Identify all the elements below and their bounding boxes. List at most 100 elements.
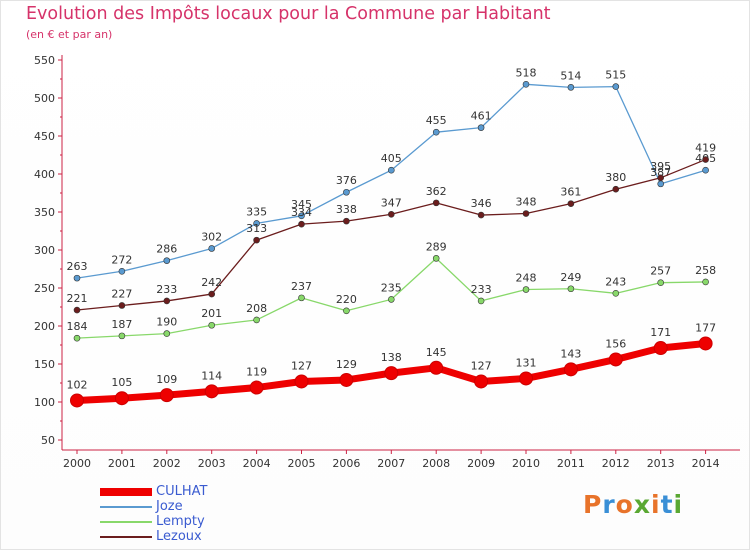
data-point-joze <box>387 166 395 174</box>
data-point-lempty <box>432 255 440 262</box>
data-point-culhat <box>563 362 578 377</box>
data-label-lempty: 257 <box>650 265 671 278</box>
data-label-joze: 335 <box>246 205 267 218</box>
data-point-culhat <box>653 341 668 356</box>
y-tick-label: 550 <box>34 54 55 67</box>
logo-letter: t <box>660 490 674 519</box>
data-label-joze: 376 <box>336 174 357 187</box>
data-point-culhat <box>204 384 219 399</box>
data-label-culhat: 177 <box>695 321 716 334</box>
legend-item-lempty: Lempty <box>100 514 300 529</box>
data-point-lempty <box>387 296 395 303</box>
data-label-joze: 286 <box>156 243 177 256</box>
logo-letter: P <box>583 490 603 519</box>
data-point-lezoux <box>522 210 530 217</box>
data-point-lezoux <box>343 217 350 225</box>
legend-swatch-joze <box>100 506 152 508</box>
data-label-culhat: 127 <box>291 359 312 372</box>
data-point-lempty <box>522 286 530 293</box>
data-point-culhat <box>608 352 623 367</box>
data-point-culhat <box>384 366 399 381</box>
data-point-lezoux <box>432 199 440 207</box>
data-point-joze <box>118 267 126 275</box>
data-point-lempty <box>657 279 665 286</box>
data-point-joze <box>522 81 530 88</box>
data-point-joze <box>253 220 260 227</box>
data-label-lezoux: 233 <box>156 283 177 296</box>
data-point-joze <box>432 128 440 136</box>
data-label-culhat: 102 <box>67 378 88 391</box>
data-label-lempty: 190 <box>156 316 177 329</box>
data-point-joze <box>567 84 575 91</box>
data-point-culhat <box>519 371 533 386</box>
legend-item-joze: Joze <box>100 499 300 514</box>
x-tick-label: 2010 <box>512 457 540 470</box>
legend-swatch-lempty <box>100 521 152 523</box>
data-point-lempty <box>163 330 171 337</box>
data-label-joze: 405 <box>381 152 402 165</box>
data-point-joze <box>298 212 305 220</box>
data-label-joze: 514 <box>560 69 581 82</box>
data-point-lezoux <box>612 185 620 193</box>
logo-letter: i <box>673 490 684 519</box>
data-point-lezoux <box>567 200 575 207</box>
data-point-joze <box>163 257 171 264</box>
data-label-culhat: 156 <box>605 337 626 350</box>
data-point-culhat <box>159 388 174 403</box>
chart-title: Evolution des Impôts locaux pour la Comm… <box>26 4 551 24</box>
data-label-lezoux: 346 <box>471 197 492 210</box>
data-point-lezoux <box>163 297 171 305</box>
data-label-culhat: 138 <box>381 351 402 364</box>
x-tick-label: 2008 <box>422 457 450 470</box>
data-label-culhat: 143 <box>560 347 581 360</box>
data-label-lezoux: 227 <box>111 287 132 300</box>
legend-swatch-lezoux <box>100 536 152 538</box>
data-point-joze <box>612 83 620 90</box>
x-tick-label: 2001 <box>108 457 136 470</box>
legend-label-lempty: Lempty <box>156 514 205 529</box>
logo-letter: o <box>615 490 634 519</box>
y-tick-label: 350 <box>34 206 55 219</box>
y-tick-label: 50 <box>41 434 55 447</box>
data-point-culhat <box>429 360 444 375</box>
y-tick-label: 250 <box>34 282 55 295</box>
data-label-lempty: 249 <box>560 271 581 284</box>
data-point-lempty <box>702 278 709 286</box>
data-label-lempty: 201 <box>201 307 222 320</box>
data-point-culhat <box>294 374 309 389</box>
data-label-joze: 518 <box>516 66 537 79</box>
y-tick-label: 100 <box>34 396 55 409</box>
data-point-joze <box>73 274 81 282</box>
x-tick-label: 2014 <box>692 457 720 470</box>
data-label-lezoux: 313 <box>246 222 267 235</box>
data-label-lempty: 184 <box>67 320 88 333</box>
data-label-lempty: 187 <box>111 318 132 331</box>
x-tick-label: 2000 <box>63 457 91 470</box>
x-tick-label: 2003 <box>198 457 226 470</box>
data-label-lempty: 237 <box>291 280 312 293</box>
data-label-lezoux: 334 <box>291 206 312 219</box>
legend-label-culhat: CULHAT <box>156 484 208 499</box>
data-point-lempty <box>253 316 260 324</box>
x-tick-label: 2004 <box>243 457 271 470</box>
chart-subtitle: (en € et par an) <box>26 28 113 41</box>
data-label-culhat: 114 <box>201 369 222 382</box>
y-tick-label: 200 <box>34 320 55 333</box>
legend: CULHAT Joze Lempty Lezoux <box>100 484 300 544</box>
data-point-lezoux <box>298 220 305 228</box>
x-tick-label: 2005 <box>288 457 316 470</box>
data-label-lempty: 258 <box>695 264 716 277</box>
legend-swatch-culhat <box>100 488 152 496</box>
data-label-joze: 272 <box>111 253 132 266</box>
data-label-lezoux: 348 <box>516 196 537 209</box>
proxiti-logo: Proxiti <box>583 490 683 519</box>
data-point-culhat <box>474 374 489 389</box>
data-label-culhat: 109 <box>156 373 177 386</box>
data-label-lempty: 233 <box>471 283 492 296</box>
data-label-lezoux: 419 <box>695 142 716 155</box>
data-point-lempty <box>477 297 485 305</box>
data-point-culhat <box>249 380 264 395</box>
y-tick-label: 300 <box>34 244 55 257</box>
